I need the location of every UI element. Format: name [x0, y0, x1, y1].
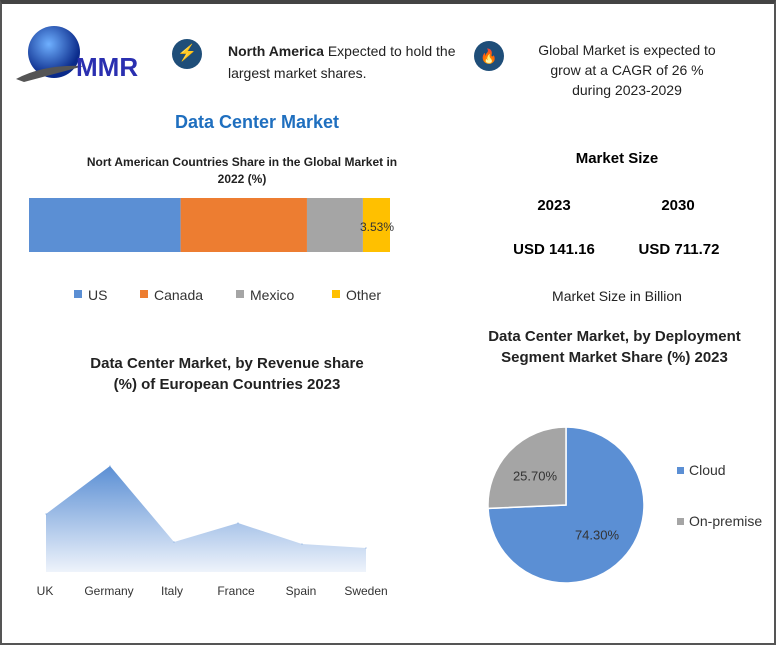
pie-data-label: 74.30% — [575, 528, 620, 543]
bar-chart-title: Nort American Countries Share in the Glo… — [86, 155, 398, 186]
legend-cloud: Cloud — [689, 462, 726, 478]
value-2030: USD 711.72 — [638, 241, 720, 258]
main-title: Data Center Market — [174, 112, 340, 132]
pie-chart: 74.30% 25.70% Cloud On-premise — [487, 426, 762, 584]
year-2023: 2023 — [537, 197, 571, 214]
legend-swatch — [140, 290, 148, 298]
legend-other: Other — [346, 287, 381, 303]
pie-slice-on-premise — [487, 426, 567, 510]
stacked-bar-chart: 3.53% US Canada Mexico Other — [29, 198, 394, 303]
legend-swatch — [74, 290, 82, 298]
x-tick-label: Italy — [161, 584, 183, 598]
year-2030: 2030 — [661, 197, 695, 214]
area-point — [109, 465, 111, 467]
legend-swatch — [332, 290, 340, 298]
legend-swatch — [236, 290, 244, 298]
highlight-cagr: Global Market is expected to grow at a C… — [538, 42, 716, 98]
market-size-note: Market Size in Billion — [552, 288, 682, 304]
flame-icon: 🔥 — [474, 41, 504, 71]
logo: MMR — [14, 24, 159, 84]
bar-segment-canada — [180, 198, 307, 252]
legend-swatch — [677, 467, 684, 474]
lightning-icon: ⚡ — [172, 39, 202, 69]
area-point — [237, 522, 239, 524]
svg-text:MMR: MMR — [76, 52, 138, 82]
pie-data-label: 25.70% — [513, 468, 558, 483]
legend-us: US — [88, 287, 107, 303]
legend-mexico: Mexico — [250, 287, 295, 303]
legend-on-premise: On-premise — [689, 513, 762, 529]
area-point — [173, 541, 175, 543]
area-point — [45, 513, 47, 515]
area-point — [301, 543, 303, 545]
area-chart: UK Germany Italy France Spain Sweden — [37, 465, 388, 598]
legend-canada: Canada — [154, 287, 203, 303]
pie-chart-title: Data Center Market, by Deployment Segmen… — [488, 328, 741, 366]
x-tick-label: Germany — [84, 584, 133, 598]
highlight-north-america: North America Expected to hold the large… — [228, 43, 456, 81]
legend-swatch — [677, 518, 684, 525]
bar-segment-us — [29, 198, 181, 252]
x-tick-label: UK — [37, 584, 54, 598]
x-tick-label: Spain — [286, 584, 317, 598]
area-chart-title: Data Center Market, by Revenue share (%)… — [90, 355, 364, 393]
globe-logo-icon: MMR — [16, 26, 138, 82]
area-series — [46, 466, 366, 572]
data-label: 3.53% — [360, 220, 394, 234]
area-point — [365, 547, 367, 549]
x-tick-label: Sweden — [344, 584, 387, 598]
x-tick-label: France — [217, 584, 255, 598]
market-size-title: Market Size — [575, 150, 659, 167]
bar-segment-other — [362, 198, 390, 252]
value-2023: USD 141.16 — [513, 241, 595, 258]
bar-segment-mexico — [306, 198, 363, 252]
